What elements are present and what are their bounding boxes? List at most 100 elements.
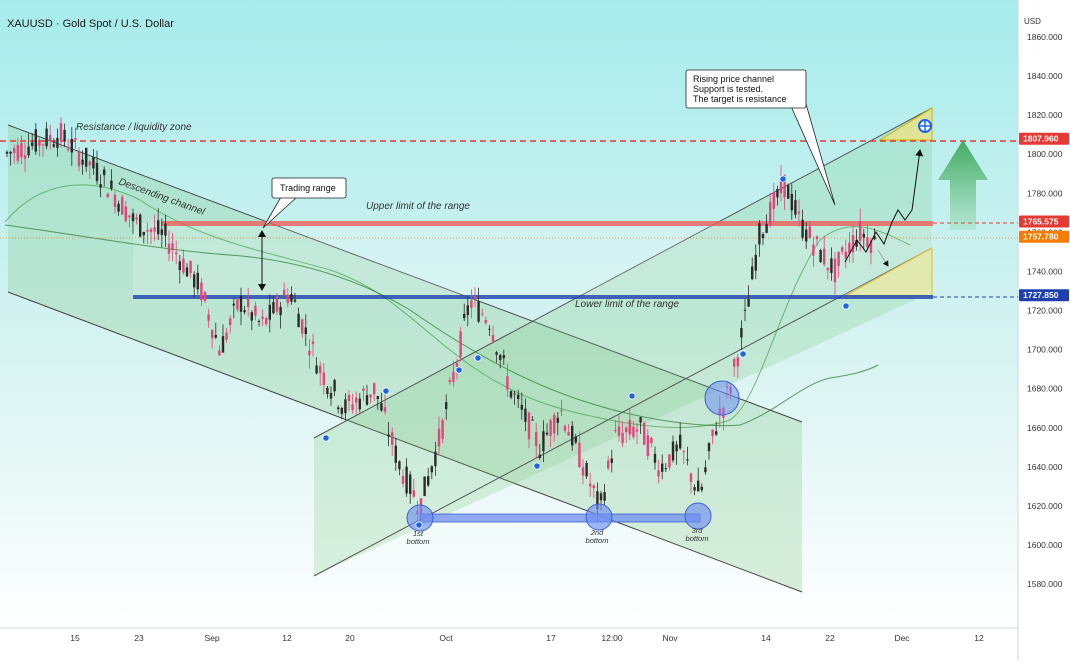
- candle-body: [801, 219, 804, 238]
- candle-body: [164, 223, 167, 236]
- candle-body: [196, 272, 199, 290]
- x-tick-label: Oct: [439, 633, 453, 643]
- symbol-title: XAUUSD · Gold Spot / U.S. Dollar: [7, 18, 174, 30]
- candle-body: [693, 487, 696, 491]
- candle-body: [268, 304, 271, 320]
- candle-body: [625, 427, 628, 433]
- candle-body: [74, 138, 77, 140]
- candle-body: [322, 372, 325, 385]
- candle-body: [113, 194, 117, 207]
- trading-range-zone: [133, 223, 933, 297]
- candle-body: [34, 129, 37, 152]
- candle-body: [441, 420, 444, 439]
- candle-body: [257, 320, 261, 322]
- candle-body: [124, 206, 127, 222]
- candle-body: [772, 192, 775, 209]
- candle-body: [844, 251, 847, 259]
- candle-body: [740, 328, 743, 338]
- candle-body: [585, 463, 588, 477]
- candle-body: [250, 312, 253, 321]
- candle-body: [657, 470, 660, 477]
- candle-body: [272, 301, 275, 314]
- candle-body: [167, 243, 171, 254]
- candle-body: [589, 483, 592, 487]
- candle-body: [20, 143, 23, 158]
- candle-body: [5, 151, 9, 154]
- candle-body: [139, 214, 142, 237]
- candle-body: [509, 391, 513, 398]
- candle-body: [481, 313, 484, 315]
- candle-body: [218, 350, 221, 356]
- candle-body: [308, 350, 311, 356]
- price-mark-badge: [1019, 132, 1069, 145]
- lower-range-bar: [133, 295, 933, 299]
- candle-body: [711, 429, 714, 436]
- candle-body: [178, 261, 181, 271]
- candle-body: [463, 314, 466, 319]
- time-axis-panel: [0, 628, 1018, 660]
- big-up-arrow: [938, 140, 988, 230]
- y-tick-label: 1820.000: [1027, 110, 1063, 120]
- candle-body: [128, 215, 131, 218]
- candle-body: [427, 476, 430, 486]
- candle-body: [812, 244, 815, 256]
- rising-channel-top-line: [313, 107, 933, 439]
- candle-body: [171, 243, 174, 251]
- y-tick-label: 1700.000: [1027, 345, 1063, 355]
- candle-body: [247, 298, 250, 307]
- candle-body: [592, 485, 595, 489]
- breakout-circle: [704, 380, 740, 416]
- candle-body: [805, 229, 808, 242]
- candle-body: [704, 467, 707, 473]
- candle-body: [41, 144, 45, 146]
- candle-body: [394, 445, 397, 463]
- candle-body: [668, 454, 671, 468]
- x-tick-label: 22: [825, 633, 835, 643]
- candle-body: [189, 260, 192, 274]
- candle-body: [88, 161, 91, 166]
- candle-body: [193, 274, 196, 288]
- candle-body: [398, 461, 401, 470]
- first-bottom-label-2: bottom: [407, 537, 430, 546]
- candle-body: [776, 189, 779, 198]
- trading-range-callout: Trading range: [262, 177, 347, 229]
- x-tick-label: Dec: [894, 633, 910, 643]
- x-tick-label: 12:00: [601, 633, 623, 643]
- candle-body: [333, 379, 336, 392]
- price-mark-label: 1727.850: [1023, 290, 1059, 300]
- x-tick-label: 12: [282, 633, 292, 643]
- candle-body: [229, 318, 232, 325]
- candle-body: [358, 398, 361, 410]
- candle-body: [448, 380, 451, 383]
- candle-body: [538, 454, 541, 458]
- candle-body: [790, 193, 793, 211]
- candle-body: [553, 415, 556, 434]
- candle-body: [675, 444, 678, 452]
- candle-body: [405, 466, 408, 494]
- candle-body: [45, 128, 48, 147]
- swing-markers: [322, 175, 850, 529]
- candle-body: [59, 123, 63, 141]
- candle-body: [207, 314, 210, 321]
- candle-body: [200, 282, 203, 301]
- resistance-zone-label: Resistance / liquidity zone: [76, 122, 192, 133]
- y-tick-label: 1800.000: [1027, 149, 1063, 159]
- candle-body: [837, 251, 840, 266]
- candle-body: [643, 423, 646, 445]
- candle-body: [452, 371, 455, 382]
- candle-body: [365, 395, 369, 405]
- candle-body: [513, 393, 516, 395]
- candle-body: [81, 159, 84, 165]
- candle-body: [265, 317, 268, 325]
- candle-body: [823, 248, 826, 265]
- candle-body: [787, 184, 790, 199]
- time-axis: 15 23 Sep 12 20 Oct 17 12:00 Nov 14 22 Dec 12: [70, 633, 984, 643]
- candle-body: [225, 332, 228, 340]
- candle-body: [862, 233, 865, 238]
- candle-body: [103, 169, 106, 176]
- candle-body: [347, 395, 351, 401]
- candle-body: [286, 294, 289, 304]
- candle-body: [290, 294, 293, 302]
- candle-body: [110, 180, 113, 189]
